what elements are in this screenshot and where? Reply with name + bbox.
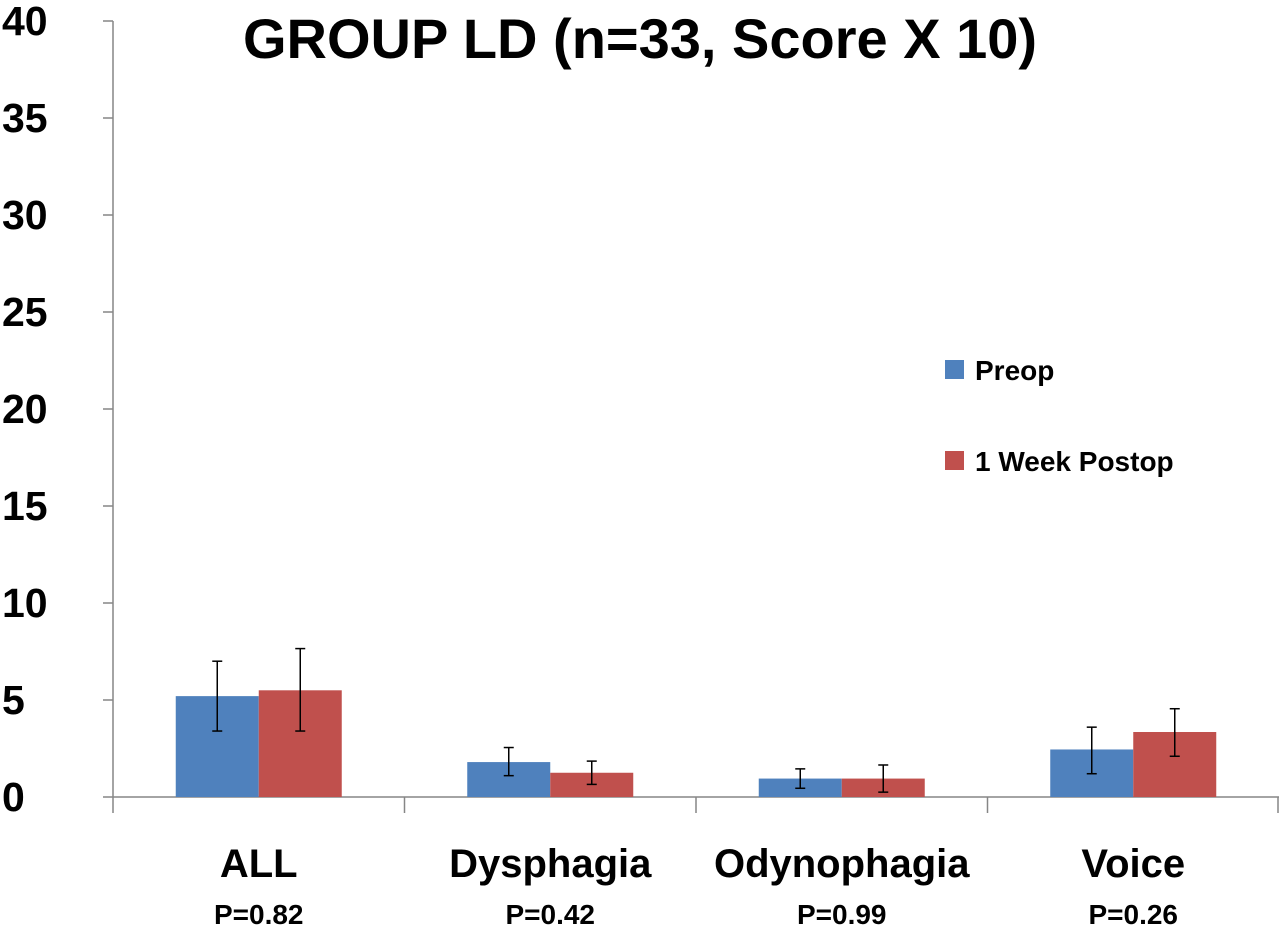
legend: Preop 1 Week Postop	[945, 355, 1174, 477]
y-tick-label: 15	[2, 483, 48, 529]
x-category-label: Voice	[1081, 842, 1185, 886]
p-value-label: P=0.26	[1088, 899, 1178, 928]
y-tick-label: 40	[2, 0, 48, 44]
y-tick-label: 35	[2, 95, 48, 141]
x-category-label: ALL	[220, 842, 298, 886]
y-tick-label: 0	[2, 774, 25, 820]
legend-swatch	[945, 451, 964, 470]
legend-swatch	[945, 360, 964, 379]
legend-label: 1 Week Postop	[975, 446, 1174, 477]
p-value-label: P=0.82	[214, 899, 304, 928]
chart-title: GROUP LD (n=33, Score X 10)	[243, 7, 1037, 70]
p-value-label: P=0.42	[505, 899, 595, 928]
y-tick-label: 20	[2, 386, 48, 432]
p-value-label: P=0.99	[797, 899, 887, 928]
y-tick-label: 25	[2, 289, 48, 335]
x-category-label: Dysphagia	[449, 842, 652, 886]
x-category-label: Odynophagia	[714, 842, 970, 886]
legend-label: Preop	[975, 355, 1054, 386]
y-tick-label: 30	[2, 192, 48, 238]
y-tick-label: 5	[2, 677, 25, 723]
y-tick-label: 10	[2, 580, 48, 626]
